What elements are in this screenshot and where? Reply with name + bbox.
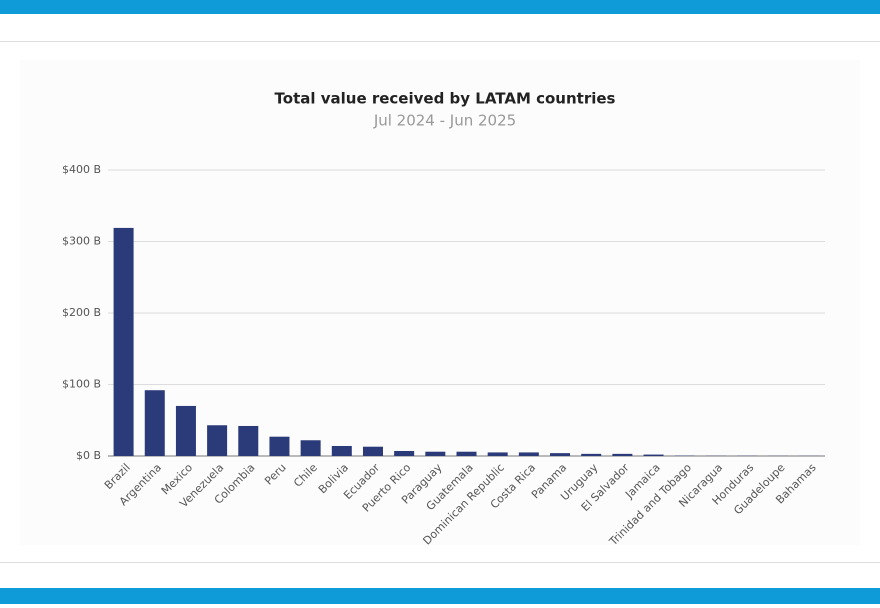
bar: [145, 390, 165, 456]
bar: [550, 453, 570, 456]
bar: [644, 455, 664, 456]
bar: [519, 452, 539, 456]
bar: [457, 452, 477, 456]
bar: [269, 437, 289, 456]
bar: [301, 440, 321, 456]
bar: [425, 452, 445, 456]
bar: [612, 454, 632, 456]
top-bar: [0, 0, 880, 14]
chart-title: Total value received by LATAM countries: [275, 90, 616, 108]
bar: [332, 446, 352, 456]
y-tick-label: $100 B: [62, 378, 101, 391]
y-tick-label: $300 B: [62, 235, 101, 248]
bar: [114, 228, 134, 456]
chart-subtitle: Jul 2024 - Jun 2025: [373, 112, 516, 130]
bar: [394, 451, 414, 456]
bar: [207, 425, 227, 456]
bar: [488, 452, 508, 456]
y-tick-label: $400 B: [62, 163, 101, 176]
bar: [176, 406, 196, 456]
bottom-bar: [0, 588, 880, 604]
y-tick-label: $200 B: [62, 306, 101, 319]
bar: [581, 454, 601, 456]
bar: [238, 426, 258, 456]
bar: [363, 447, 383, 456]
y-tick-label: $0 B: [76, 449, 101, 462]
